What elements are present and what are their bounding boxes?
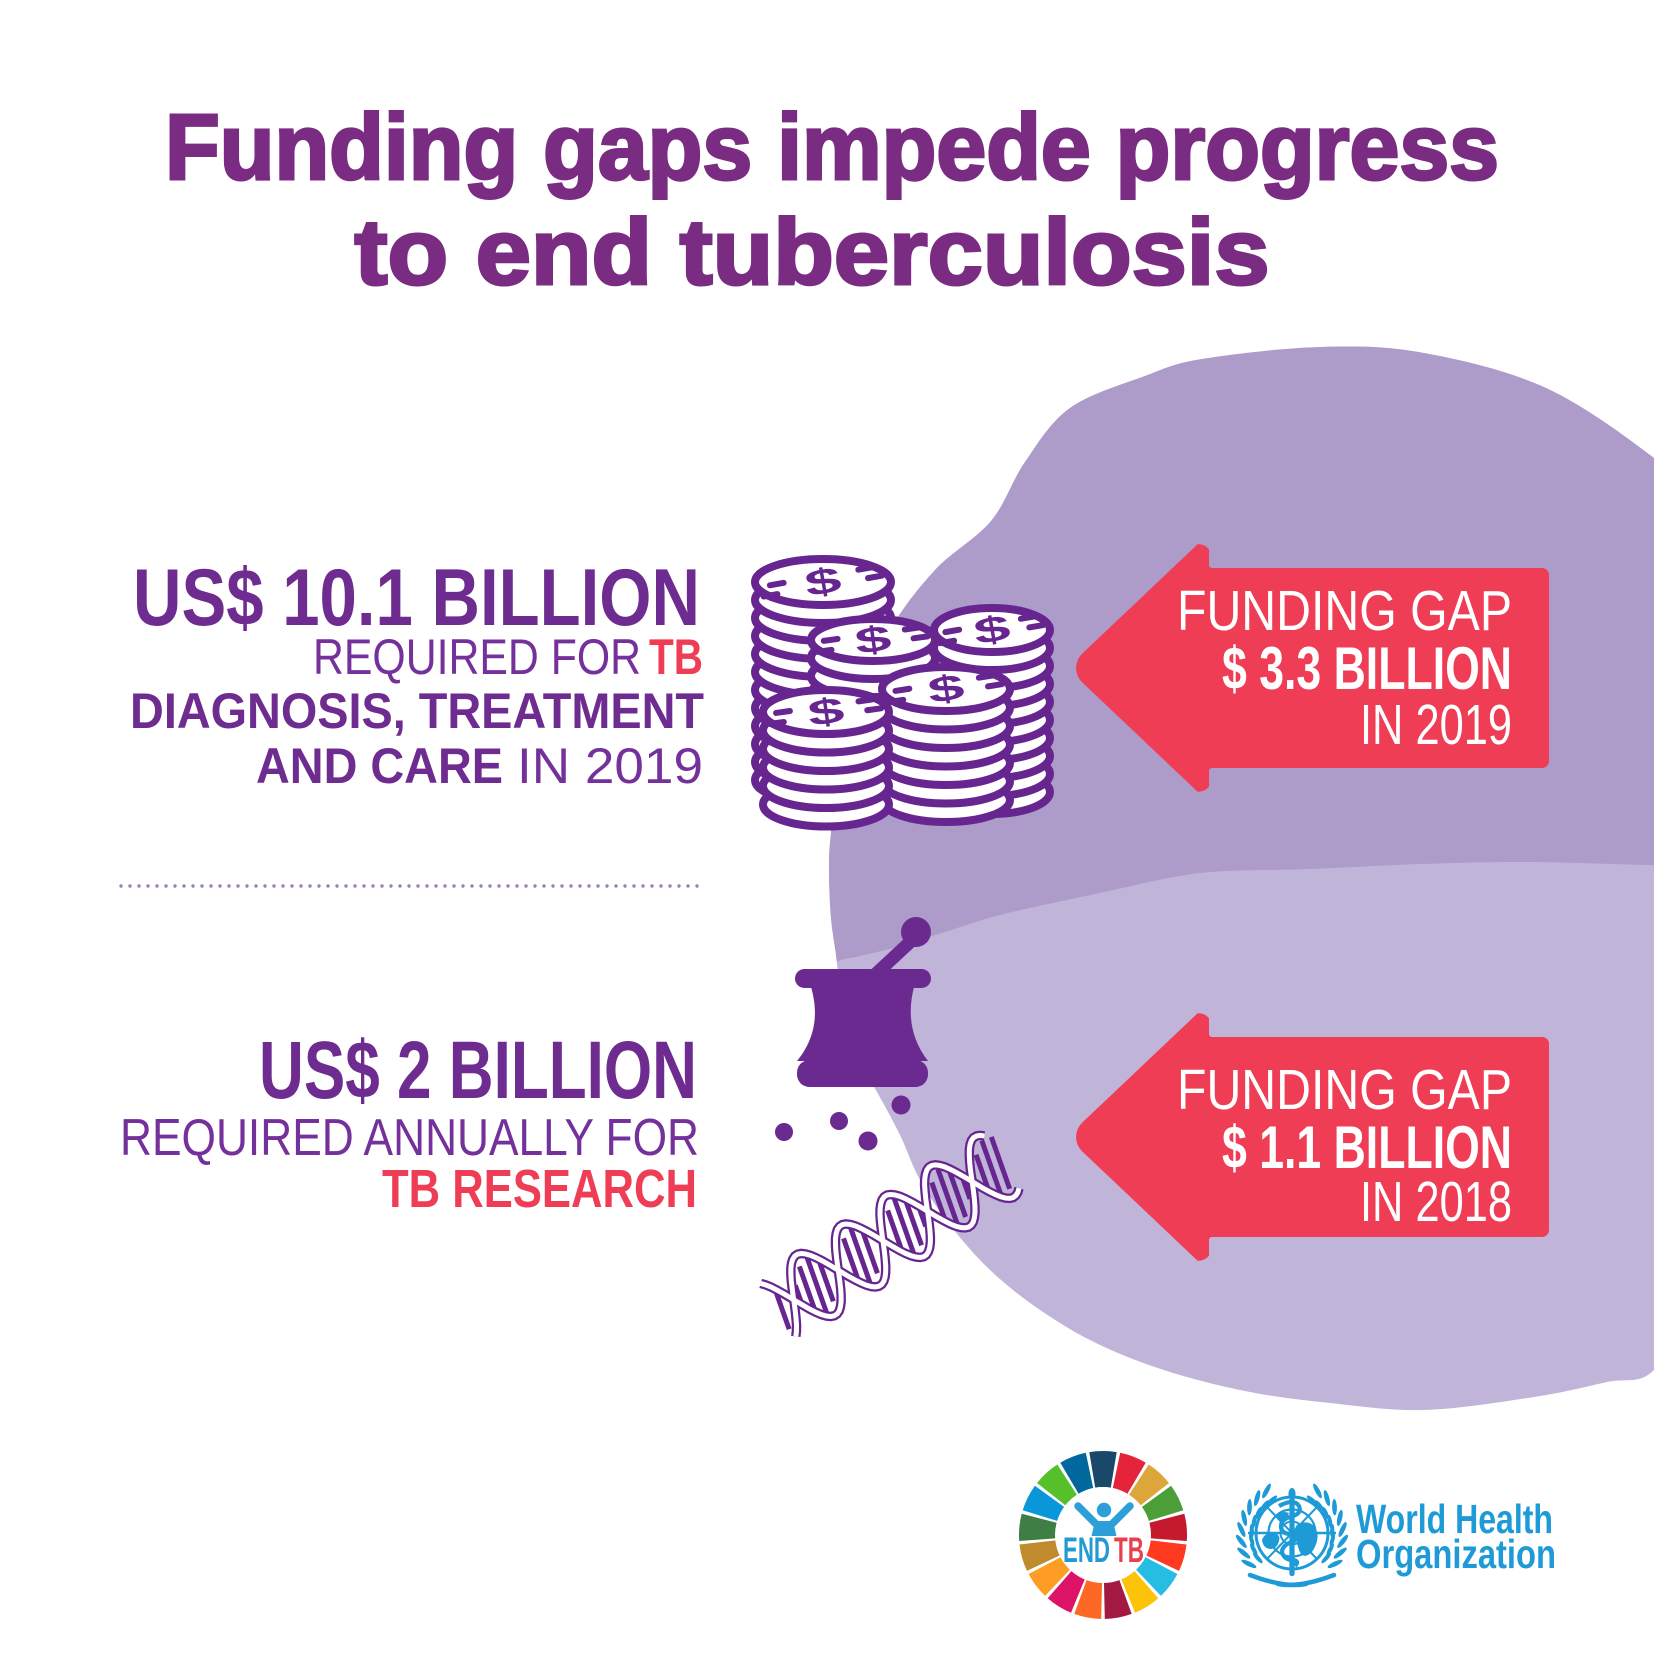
svg-text:TB RESEARCH: TB RESEARCH — [382, 1159, 697, 1219]
svg-text:TB: TB — [649, 629, 703, 685]
svg-text:$ 1.1 BILLION: $ 1.1 BILLION — [1222, 1114, 1512, 1181]
svg-text:IN 2019: IN 2019 — [517, 738, 703, 794]
svg-text:Organization: Organization — [1356, 1531, 1556, 1577]
svg-text:FUNDING GAP: FUNDING GAP — [1177, 1058, 1512, 1122]
svg-text:$ 3.3 BILLION: $ 3.3 BILLION — [1222, 635, 1512, 702]
svg-text:$: $ — [971, 607, 1014, 653]
svg-text:FUNDING GAP: FUNDING GAP — [1177, 579, 1512, 643]
svg-text:$: $ — [802, 559, 845, 605]
svg-text:REQUIRED ANNUALLY FOR: REQUIRED ANNUALLY FOR — [120, 1109, 699, 1167]
svg-text:IN 2019: IN 2019 — [1360, 693, 1512, 757]
svg-text:END: END — [1063, 1531, 1110, 1570]
svg-text:AND CARE: AND CARE — [256, 738, 503, 794]
svg-text:$: $ — [805, 690, 846, 735]
svg-text:US$ 2 BILLION: US$ 2 BILLION — [259, 1025, 697, 1116]
svg-text:US$ 10.1 BILLION: US$ 10.1 BILLION — [133, 553, 700, 643]
svg-text:TB: TB — [1114, 1531, 1144, 1570]
svg-text:World Health: World Health — [1356, 1496, 1553, 1542]
svg-text:to end tuberculosis: to end tuberculosis — [355, 200, 1270, 304]
svg-text:$: $ — [925, 666, 967, 712]
svg-text:IN 2018: IN 2018 — [1360, 1170, 1512, 1234]
svg-text:$: $ — [852, 618, 893, 663]
svg-text:Funding gaps impede progress: Funding gaps impede progress — [165, 95, 1499, 199]
svg-text:DIAGNOSIS, TREATMENT: DIAGNOSIS, TREATMENT — [130, 683, 704, 739]
svg-text:REQUIRED FOR: REQUIRED FOR — [313, 629, 641, 685]
